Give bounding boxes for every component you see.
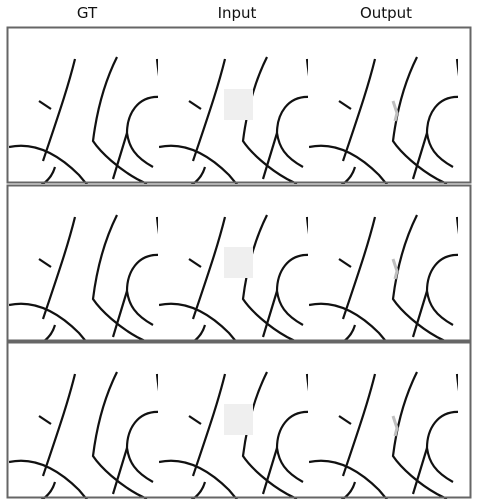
inpaint-artifact: [391, 258, 399, 280]
tile-inpainted-row-3: [309, 370, 458, 499]
tile-masked-row-3: [159, 370, 308, 499]
inpaint-artifact: [391, 415, 399, 437]
tile-inpainted-row-2: [309, 213, 458, 342]
tile-ground-truth-row-1: [9, 55, 158, 184]
tile-masked-row-2: [159, 213, 308, 342]
tile-ground-truth-row-3: [9, 370, 158, 499]
row-3-frame: [6, 341, 472, 499]
row-2-frame: [6, 184, 472, 342]
tile-masked-row-1: [159, 55, 308, 184]
mask-patch: [224, 404, 253, 435]
column-label-input: Input: [217, 4, 257, 22]
column-label-output: Output: [359, 4, 413, 22]
inpaint-artifact: [391, 100, 399, 122]
row-1-frame: [6, 26, 472, 184]
mask-patch: [224, 247, 253, 278]
tile-ground-truth-row-2: [9, 213, 158, 342]
mask-patch: [224, 89, 253, 120]
column-label-gt: GT: [76, 4, 98, 22]
tile-inpainted-row-1: [309, 55, 458, 184]
panel-frames: [6, 26, 472, 499]
